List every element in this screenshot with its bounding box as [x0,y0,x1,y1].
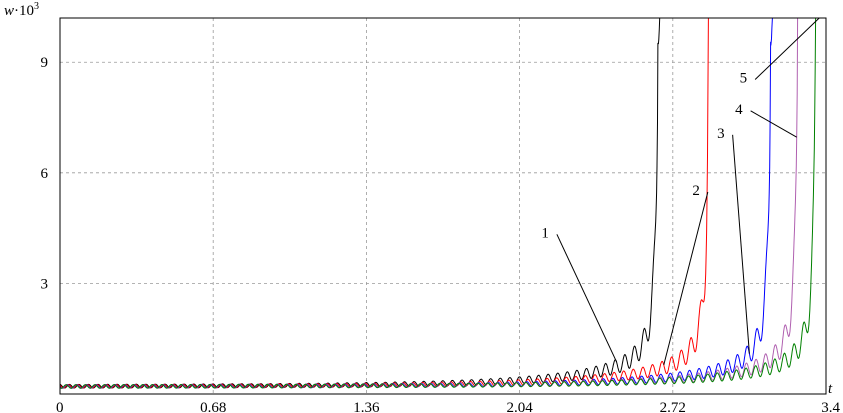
curve-leader-2 [663,191,709,366]
series-line-2 [59,17,709,389]
x-tick-label: 2.72 [660,400,686,413]
y-axis-label: w·103 [4,1,39,19]
curve-label-5: 5 [740,71,748,87]
series-line-5 [59,17,817,389]
curve-leader-3 [732,134,750,354]
curve-label-1: 1 [541,225,549,241]
grid [60,18,826,394]
y-tick-label: 3 [41,276,49,292]
series-line-4 [59,17,799,389]
curve-leader-1 [556,234,617,362]
curve-leader-4 [750,110,797,138]
y-axis-label-base: w [4,3,14,19]
y-tick-label: 9 [41,55,49,71]
curve-label-4: 4 [735,102,743,118]
x-axis-label: t [828,381,833,397]
curve-label-2: 2 [692,183,700,199]
x-tick-label: 0.68 [200,400,226,413]
curve-labels: 1 2 34 5 [541,17,820,366]
series-line-1 [59,17,661,389]
curve-label-3: 3 [717,126,725,142]
y-axis-label-sup: 3 [34,1,39,12]
series-line-3 [59,17,773,389]
y-tick-label: 6 [41,166,49,182]
x-tick-label: 2.04 [506,400,533,413]
x-tick-label: 3.4 [821,400,840,413]
plot-frame [59,17,827,395]
x-tick-label: 0 [56,400,64,413]
tick-labels: 0 0.68 1.36 2.04 2.72 3.4 3 6 9 [41,55,841,413]
y-axis-label-mid: ·10 [14,3,34,19]
curve-leader-5 [754,17,820,80]
series-group [59,17,817,389]
x-tick-label: 1.36 [353,400,380,413]
